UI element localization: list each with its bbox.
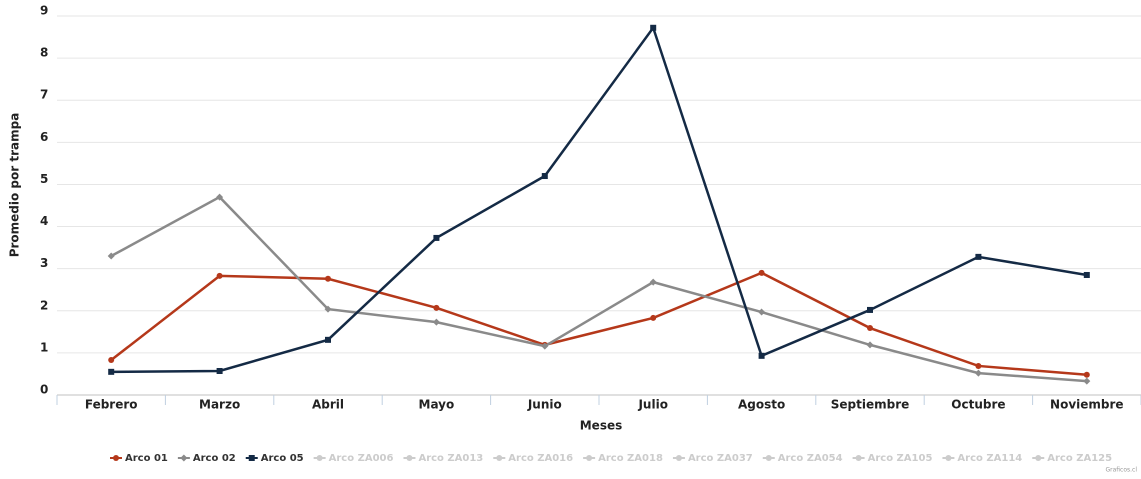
marker bbox=[406, 455, 413, 461]
legend-item[interactable]: Arco ZA054 bbox=[762, 453, 843, 464]
y-tick-label: 4 bbox=[40, 214, 48, 228]
marker bbox=[433, 304, 440, 311]
marker bbox=[975, 253, 982, 260]
y-tick-label: 8 bbox=[40, 46, 48, 60]
marker bbox=[675, 455, 682, 461]
credits: Graficos.cl bbox=[1105, 467, 1137, 474]
y-tick-label: 3 bbox=[40, 256, 48, 270]
legend-label: Arco ZA013 bbox=[418, 453, 483, 464]
marker bbox=[758, 352, 765, 359]
legend-label: Arco ZA018 bbox=[598, 453, 663, 464]
legend-label: Arco ZA016 bbox=[508, 453, 573, 464]
marker bbox=[541, 342, 549, 350]
marker bbox=[867, 306, 873, 313]
marker bbox=[432, 318, 440, 326]
marker bbox=[758, 269, 765, 276]
legend-label: Arco ZA054 bbox=[778, 453, 843, 464]
legend-label: Arco ZA037 bbox=[688, 453, 753, 464]
legend-item[interactable]: Arco ZA114 bbox=[942, 453, 1022, 464]
legend-label: Arco 05 bbox=[261, 453, 304, 464]
marker bbox=[325, 275, 331, 282]
x-tick-label: Septiembre bbox=[831, 398, 910, 412]
marker bbox=[108, 357, 115, 364]
x-tick-label: Junio bbox=[527, 398, 562, 412]
marker bbox=[216, 367, 223, 374]
legend-item[interactable]: Arco 05 bbox=[245, 453, 304, 464]
y-tick-label: 7 bbox=[40, 88, 48, 102]
legend-item[interactable]: Arco ZA018 bbox=[583, 453, 663, 464]
marker bbox=[974, 369, 982, 377]
legend-item[interactable]: Arco ZA125 bbox=[1032, 453, 1112, 464]
marker bbox=[180, 454, 188, 462]
marker bbox=[541, 173, 548, 180]
legend-label: Arco ZA006 bbox=[329, 453, 394, 464]
marker bbox=[650, 314, 657, 321]
marker bbox=[1083, 377, 1091, 385]
x-tick-label: Noviembre bbox=[1050, 398, 1124, 412]
marker bbox=[765, 455, 772, 461]
marker bbox=[107, 252, 115, 260]
y-tick-label: 2 bbox=[40, 298, 48, 312]
marker bbox=[866, 341, 874, 349]
marker bbox=[113, 455, 119, 461]
legend-label: Arco ZA105 bbox=[868, 453, 933, 464]
marker bbox=[649, 278, 657, 286]
x-tick-label: Agosto bbox=[738, 398, 785, 412]
x-tick-label: Febrero bbox=[85, 398, 138, 412]
legend-label: Arco ZA114 bbox=[957, 453, 1022, 464]
series-line bbox=[110, 271, 1087, 377]
legend-item[interactable]: Arco ZA016 bbox=[493, 453, 573, 464]
y-tick-label: 5 bbox=[40, 172, 48, 186]
marker bbox=[496, 455, 503, 461]
marker bbox=[216, 193, 224, 201]
marker bbox=[108, 368, 115, 375]
marker bbox=[758, 308, 766, 316]
x-tick-label: Marzo bbox=[199, 398, 240, 412]
y-tick-label: 6 bbox=[40, 130, 48, 144]
series bbox=[107, 193, 1091, 385]
legend-item[interactable]: Arco ZA006 bbox=[313, 453, 394, 464]
legend-item[interactable]: Arco ZA037 bbox=[672, 453, 753, 464]
marker bbox=[1083, 371, 1090, 378]
legend-item[interactable]: Arco 01 bbox=[110, 453, 168, 464]
marker bbox=[975, 362, 982, 369]
legend-label: Arco ZA125 bbox=[1047, 453, 1112, 464]
marker bbox=[248, 455, 255, 461]
series bbox=[108, 24, 1090, 375]
x-tick-label: Julio bbox=[637, 398, 667, 412]
y-tick-label: 9 bbox=[40, 4, 48, 18]
marker bbox=[1035, 455, 1042, 461]
x-axis-title: Meses bbox=[580, 419, 623, 433]
marker bbox=[650, 24, 657, 31]
series-line bbox=[111, 25, 1088, 374]
legend-label: Arco 02 bbox=[193, 453, 236, 464]
y-axis-title: Promedio por trampa bbox=[8, 113, 22, 258]
marker bbox=[316, 455, 323, 461]
legend-label: Arco 01 bbox=[125, 453, 168, 464]
x-tick-label: Octubre bbox=[951, 398, 1005, 412]
marker bbox=[325, 336, 331, 343]
marker bbox=[867, 325, 873, 332]
y-tick-label: 0 bbox=[40, 383, 48, 397]
legend-item[interactable]: Arco 02 bbox=[177, 453, 236, 464]
marker bbox=[324, 305, 332, 313]
legend-item[interactable]: Arco ZA013 bbox=[403, 453, 483, 464]
y-tick-label: 1 bbox=[40, 340, 48, 354]
marker bbox=[586, 455, 593, 461]
marker bbox=[216, 272, 223, 279]
marker bbox=[433, 234, 440, 241]
legend-item[interactable]: Arco ZA105 bbox=[852, 453, 933, 464]
marker bbox=[945, 455, 952, 461]
x-tick-label: Abril bbox=[312, 398, 344, 412]
series-line bbox=[110, 195, 1087, 383]
marker bbox=[1083, 271, 1090, 278]
marker bbox=[855, 455, 862, 461]
x-tick-label: Mayo bbox=[419, 398, 455, 412]
